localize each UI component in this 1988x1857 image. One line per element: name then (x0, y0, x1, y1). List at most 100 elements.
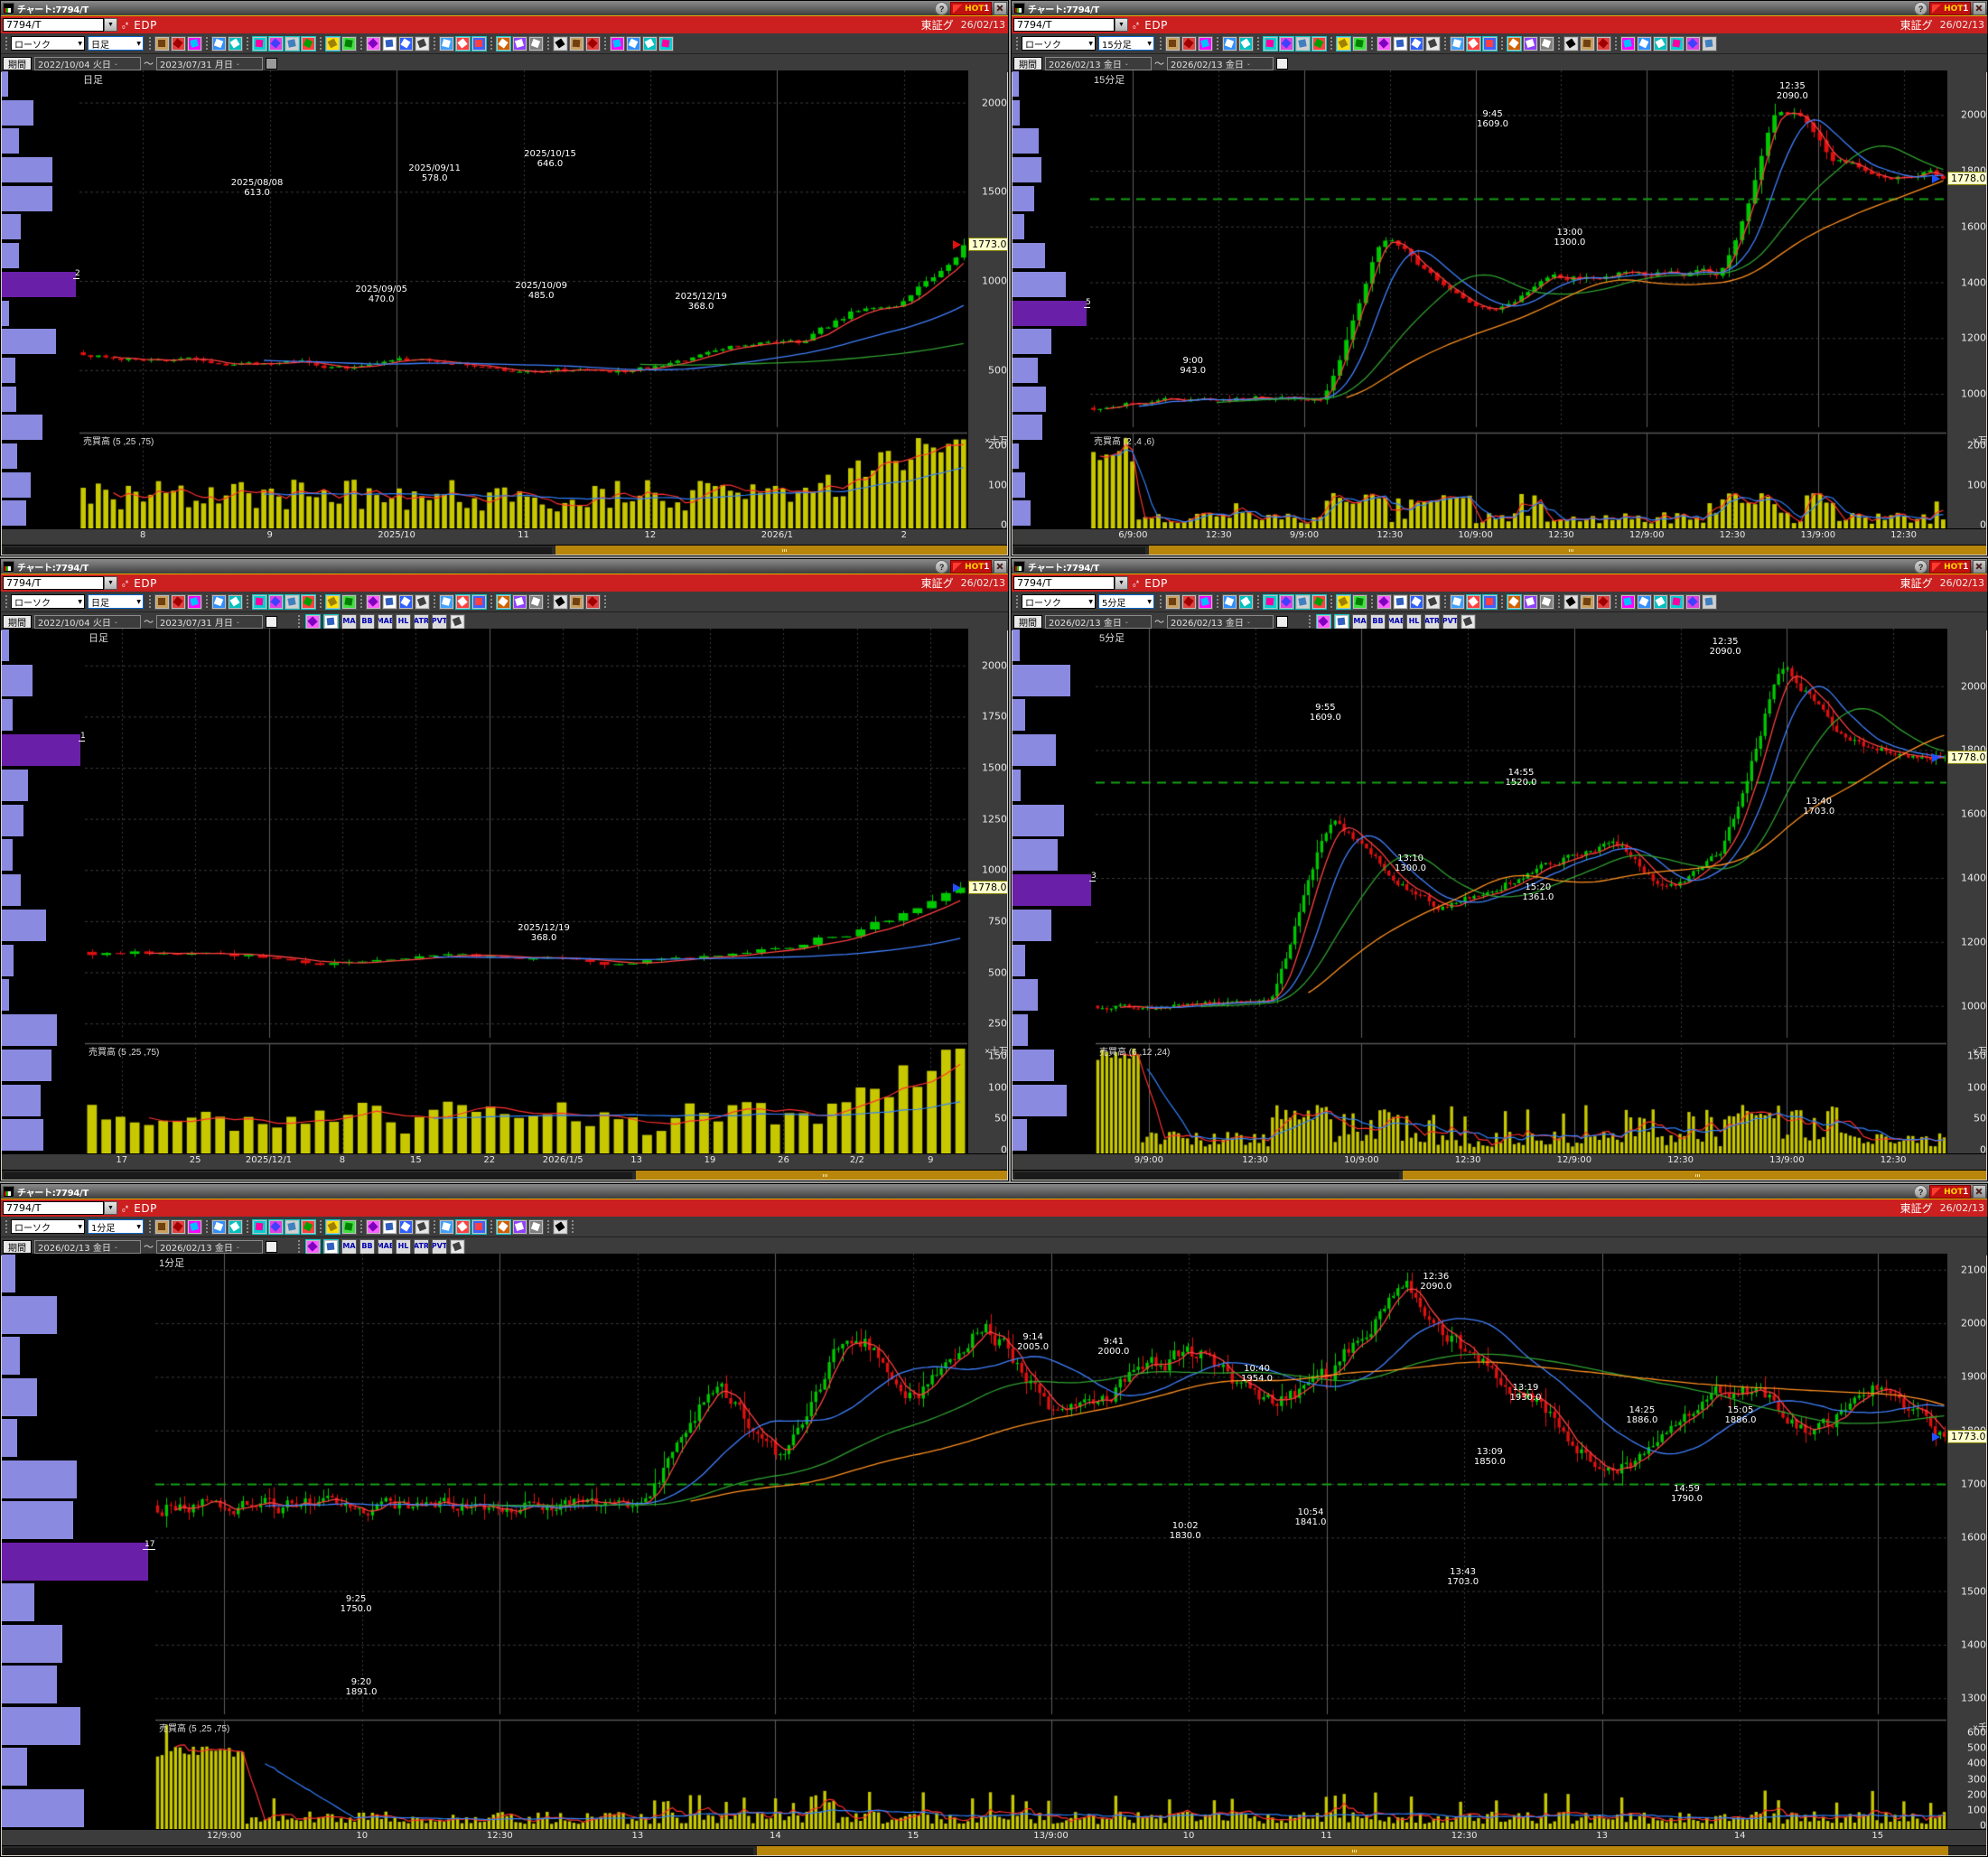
toolbar-grip[interactable] (490, 36, 493, 51)
toolbar-grip[interactable] (359, 1219, 363, 1234)
scrollbar-thumb[interactable] (1149, 546, 1986, 555)
chart-canvas[interactable] (1090, 70, 1946, 528)
help-button[interactable]: ? (1914, 2, 1928, 15)
toolbar-grip[interactable] (1557, 36, 1561, 51)
tool-icon[interactable] (171, 35, 186, 51)
select-arrow-icon[interactable] (1409, 593, 1424, 610)
bar-compare-icon[interactable] (1295, 35, 1311, 51)
bar-compare-icon[interactable] (285, 593, 300, 610)
all-icon[interactable] (512, 593, 527, 610)
left-bar-icon[interactable] (471, 593, 487, 610)
wave-icon[interactable] (610, 35, 625, 51)
close-icon[interactable] (1973, 2, 1986, 15)
toolbar-grip[interactable] (571, 1219, 574, 1234)
toolbar-grip[interactable] (5, 1219, 8, 1234)
indicator-button-mae[interactable]: MAE (1388, 613, 1404, 630)
toolbar-grip[interactable] (1443, 36, 1447, 51)
fib-icon[interactable] (1461, 613, 1476, 630)
toolbar-grip[interactable] (5, 594, 8, 609)
chart-canvas[interactable] (1096, 629, 1946, 1153)
chart-type-select[interactable]: ローソク ▼ (11, 594, 85, 609)
all-icon[interactable] (1523, 35, 1538, 51)
toolbar-grip[interactable] (1500, 594, 1504, 609)
pattern-icon[interactable] (1165, 35, 1181, 51)
align-icon[interactable] (1580, 35, 1595, 51)
toolbar-grip[interactable] (1557, 594, 1561, 609)
toolbar-grip[interactable] (246, 1219, 249, 1234)
note-icon[interactable] (439, 593, 454, 610)
tool-icon[interactable] (1702, 35, 1717, 51)
help-button[interactable]: ? (1914, 560, 1928, 574)
magnify2-icon[interactable] (268, 35, 284, 51)
indicator-button-ma[interactable]: MA (1352, 613, 1367, 630)
interval-select[interactable]: 5分足 ▼ (1098, 594, 1154, 609)
period-from-input[interactable]: 2026/02/13 金日 ⌄ (1045, 614, 1152, 629)
pencil-icon[interactable] (1352, 593, 1367, 610)
title-bar[interactable]: チャート:7794/T? HOT 1 (1, 559, 1008, 574)
period-apply-checkbox[interactable] (266, 615, 277, 628)
pattern-icon[interactable] (1165, 593, 1181, 610)
all-icon[interactable] (1523, 593, 1538, 610)
toolbar-grip[interactable] (546, 1219, 550, 1234)
toolbar-grip[interactable] (148, 1219, 152, 1234)
period-apply-checkbox[interactable] (266, 1240, 277, 1253)
chan-icon[interactable] (1637, 35, 1652, 51)
toolbar-grip[interactable] (1500, 36, 1504, 51)
bar-compare-icon[interactable] (285, 35, 300, 51)
toolbar-grip[interactable] (1330, 594, 1333, 609)
interval-select[interactable]: 日足 ▼ (88, 36, 144, 51)
bar-compare-icon[interactable] (1295, 593, 1311, 610)
interval-select[interactable]: 15分足 ▼ (1098, 36, 1154, 51)
slope-icon[interactable] (1596, 35, 1611, 51)
toolbar-grip[interactable] (1256, 594, 1260, 609)
slope-icon[interactable] (1596, 593, 1611, 610)
interval-select[interactable]: 日足 ▼ (88, 594, 144, 609)
toolbar-grip[interactable] (1216, 594, 1219, 609)
grid-icon[interactable] (1563, 593, 1579, 610)
toolbar-grip[interactable] (359, 36, 363, 51)
cursor-down-icon[interactable] (252, 593, 267, 610)
symbol-dropdown-icon[interactable]: ▼ (104, 576, 117, 590)
toolbar-grip[interactable] (1159, 36, 1162, 51)
toolbar-grip[interactable] (205, 1219, 209, 1234)
arrow-draw-icon[interactable] (305, 613, 321, 630)
cross-arrow-icon[interactable] (301, 35, 316, 51)
horizontal-scrollbar[interactable] (2, 1845, 1986, 1855)
fib-icon[interactable] (415, 35, 430, 51)
cross-arrow-icon[interactable] (301, 593, 316, 610)
chart-canvas[interactable] (155, 1254, 1946, 1829)
indicator-button-bb[interactable]: BB (1370, 613, 1386, 630)
rainbow-icon[interactable] (187, 1218, 202, 1235)
indicator-grip[interactable] (297, 614, 301, 629)
chart-canvas[interactable] (79, 70, 967, 528)
note-icon[interactable] (1450, 593, 1465, 610)
warning-icon[interactable] (325, 35, 341, 51)
window-icon[interactable] (228, 1218, 243, 1235)
symbol-dropdown-icon[interactable]: ▼ (1115, 576, 1128, 590)
rainbow-icon[interactable] (1198, 593, 1213, 610)
toolbar-grip[interactable] (490, 1219, 493, 1234)
period-from-input[interactable]: 2026/02/13 金日 ⌄ (1045, 56, 1152, 70)
period-to-input[interactable]: 2023/07/31 月日 ⌄ (156, 614, 263, 629)
scrollbar-thumb[interactable] (756, 1846, 1948, 1855)
help-button[interactable]: ? (935, 2, 949, 15)
cursor-down-icon[interactable] (1263, 35, 1278, 51)
horizontal-scrollbar[interactable] (2, 545, 1007, 555)
slope-icon[interactable] (585, 35, 601, 51)
note-icon[interactable] (1450, 35, 1465, 51)
period-from-input[interactable]: 2026/02/13 金日 ⌄ (34, 1239, 141, 1254)
indicator-grip[interactable] (1308, 614, 1311, 629)
toolbar-grip[interactable] (433, 1219, 436, 1234)
log-icon[interactable] (1539, 593, 1554, 610)
arrow-draw-icon[interactable] (1377, 593, 1392, 610)
left-bar-icon[interactable] (1482, 35, 1498, 51)
toolbar-grip[interactable] (1370, 36, 1374, 51)
indicator-button-pvt[interactable]: PVT (1442, 613, 1458, 630)
warning-icon[interactable] (325, 1218, 341, 1235)
cross-arrow-icon[interactable] (301, 1218, 316, 1235)
toolbar-grip[interactable] (246, 594, 249, 609)
fib-icon[interactable] (415, 593, 430, 610)
horizontal-scrollbar[interactable] (1013, 545, 1986, 555)
tool-icon[interactable] (171, 593, 186, 610)
chart-type-select[interactable]: ローソク ▼ (1022, 594, 1096, 609)
